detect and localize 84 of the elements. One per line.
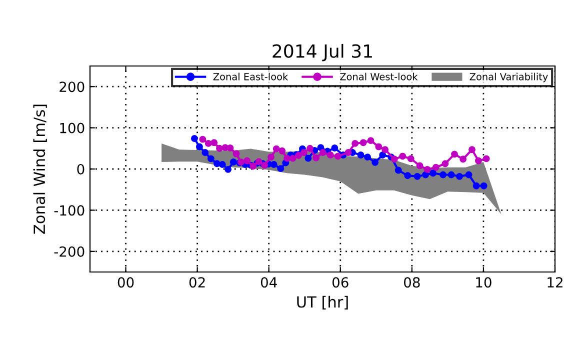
point	[319, 149, 326, 156]
point	[372, 158, 379, 166]
point	[244, 157, 250, 164]
legend-label: Zonal Variability	[470, 72, 548, 82]
point	[482, 155, 490, 162]
point	[432, 164, 440, 171]
point	[352, 140, 359, 147]
point	[399, 152, 406, 160]
point	[468, 146, 476, 154]
point	[289, 154, 296, 162]
x-tick-label: 06	[332, 277, 348, 288]
legend-label: Zonal West-look	[340, 72, 418, 80]
point	[456, 172, 463, 180]
point	[357, 152, 364, 158]
point	[344, 149, 352, 156]
point	[306, 144, 314, 152]
point	[317, 144, 324, 152]
point	[416, 162, 424, 170]
point	[207, 155, 214, 162]
y-tick-label: -200	[54, 246, 84, 257]
point	[312, 154, 320, 162]
point	[326, 152, 334, 158]
point	[277, 165, 284, 172]
y-tick-label: 200	[60, 82, 84, 92]
point	[394, 166, 402, 174]
point	[460, 156, 467, 163]
point	[414, 172, 421, 180]
point	[199, 136, 206, 143]
point	[448, 171, 455, 178]
x-tick-label: 04	[260, 277, 277, 288]
point	[196, 143, 203, 150]
chart-title: 2014 Jul 31	[272, 44, 372, 62]
point	[304, 154, 312, 162]
point	[210, 139, 218, 146]
point	[224, 166, 232, 173]
x-tick-label: 08	[404, 277, 420, 288]
point	[440, 171, 447, 178]
point	[360, 139, 367, 146]
point	[375, 143, 382, 150]
point	[270, 160, 278, 168]
point	[424, 166, 431, 173]
point	[214, 160, 220, 168]
point	[226, 144, 234, 152]
point	[232, 150, 240, 158]
y-tick-label: -100	[54, 205, 84, 216]
point	[190, 135, 198, 142]
point	[367, 137, 374, 144]
point	[230, 158, 237, 166]
point	[472, 182, 480, 190]
point	[250, 162, 257, 170]
y-axis-title: Zonal Wind [m/s]	[33, 104, 47, 234]
x-tick-label: 00	[118, 277, 134, 288]
x-tick-label: 12	[548, 277, 562, 288]
point	[442, 160, 449, 168]
point	[202, 149, 209, 156]
point	[272, 145, 280, 152]
point	[300, 149, 308, 156]
point	[364, 154, 372, 161]
point	[379, 152, 386, 158]
point	[480, 182, 488, 190]
point	[268, 154, 274, 161]
point	[334, 152, 342, 160]
point	[422, 171, 429, 178]
point	[204, 140, 212, 147]
y-tick-label: 100	[60, 122, 84, 134]
x-tick-label: 02	[189, 277, 205, 288]
point	[382, 146, 389, 154]
point	[284, 154, 291, 162]
point	[218, 160, 226, 168]
point	[451, 150, 458, 158]
point	[295, 152, 302, 159]
point	[278, 147, 286, 154]
point	[331, 144, 338, 152]
x-tick-label: 10	[476, 277, 492, 288]
point	[404, 172, 412, 180]
point	[465, 171, 472, 178]
x-axis-title: UT [hr]	[297, 296, 348, 310]
legend-label: Zonal East-look	[213, 72, 288, 80]
point	[430, 170, 436, 177]
point	[390, 156, 398, 163]
point	[407, 155, 414, 162]
y-tick-label: 0	[77, 164, 84, 174]
point	[474, 157, 482, 164]
point	[216, 144, 223, 152]
